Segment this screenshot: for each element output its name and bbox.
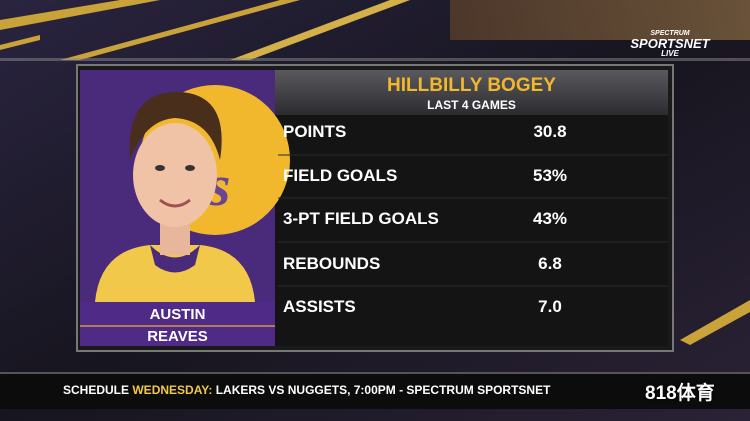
player-first-name: AUSTIN bbox=[149, 306, 206, 323]
player-last-name: REAVES bbox=[147, 328, 208, 345]
ticker: SCHEDULE WEDNESDAY: LAKERS VS NUGGETS, 7… bbox=[63, 383, 550, 397]
stat-label: FIELD GOALS bbox=[283, 166, 398, 185]
stat-value: 7.0 bbox=[538, 297, 562, 316]
stat-label: REBOUNDS bbox=[283, 254, 381, 273]
network-logo: SPECTRUM SPORTSNET LIVE bbox=[620, 30, 720, 58]
stat-value: 43% bbox=[532, 209, 568, 228]
stat-value: 30.8 bbox=[533, 122, 567, 141]
stat-label: POINTS bbox=[283, 122, 347, 141]
logo-line: SPECTRUM bbox=[650, 30, 690, 37]
panel-subtitle: LAST 4 GAMES bbox=[427, 98, 516, 112]
logo-line: SPORTSNET bbox=[630, 36, 710, 51]
ticker-day: WEDNESDAY: bbox=[132, 383, 213, 397]
panel-title: HILLBILLY BOGEY bbox=[387, 75, 556, 96]
stat-label: 3-PT FIELD GOALS bbox=[283, 209, 439, 228]
stat-label: ASSISTS bbox=[283, 297, 356, 316]
ticker-label: SCHEDULE bbox=[63, 383, 130, 397]
stat-value: 53% bbox=[532, 166, 568, 185]
ticker-text: LAKERS VS NUGGETS, 7:00PM - SPECTRUM SPO… bbox=[215, 383, 551, 397]
stat-value: 6.8 bbox=[538, 254, 562, 273]
watermark: 818体育 bbox=[645, 383, 715, 404]
logo-line: LIVE bbox=[661, 49, 679, 58]
